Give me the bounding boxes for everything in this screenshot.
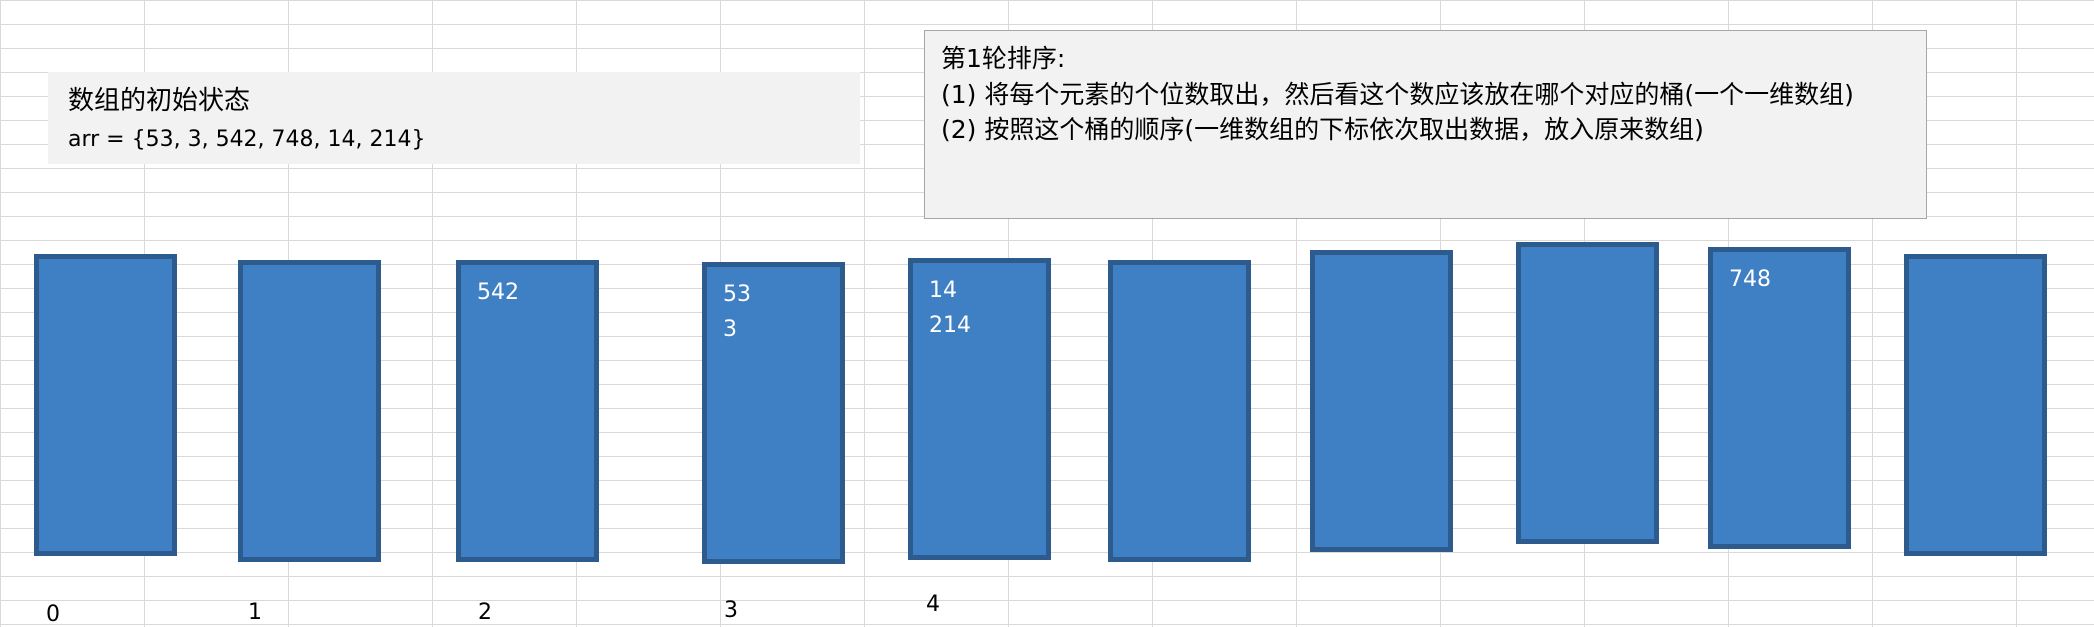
bucket-4: 14 214 [908, 258, 1051, 560]
bucket-5 [1108, 260, 1251, 562]
round-1-step-2: (2) 按照这个桶的顺序(一维数组的下标依次取出数据，放入原来数组) [941, 115, 1704, 144]
bucket-index-0: 0 [46, 602, 60, 627]
bucket-6 [1310, 250, 1453, 552]
round-1-box: 第1轮排序: (1) 将每个元素的个位数取出，然后看这个数应该放在哪个对应的桶(… [924, 30, 1927, 219]
bucket-value: 53 [723, 282, 751, 307]
round-1-title: 第1轮排序: [941, 44, 1066, 73]
bucket-index-2: 2 [478, 600, 492, 625]
initial-array-text: arr = {53, 3, 542, 748, 14, 214} [68, 127, 426, 152]
bucket-index-1: 1 [248, 600, 262, 625]
round-1-step-1: (1) 将每个元素的个位数取出，然后看这个数应该放在哪个对应的桶(一个一维数组) [941, 79, 1854, 109]
bucket-index-3: 3 [724, 598, 738, 623]
bucket-value: 14 [929, 278, 957, 303]
bucket-3: 53 3 [702, 262, 845, 564]
bucket-8: 748 [1708, 247, 1851, 549]
bucket-1 [238, 260, 381, 562]
bucket-0 [34, 254, 177, 556]
bucket-index-4: 4 [926, 592, 940, 617]
bucket-7 [1516, 242, 1659, 544]
bucket-2: 542 [456, 260, 599, 562]
bucket-9 [1904, 254, 2047, 556]
initial-state-title: 数组的初始状态 [68, 86, 251, 116]
bucket-value: 3 [723, 317, 737, 342]
bucket-value: 542 [477, 280, 519, 305]
initial-state-box: 数组的初始状态 arr = {53, 3, 542, 748, 14, 214} [48, 72, 860, 164]
bucket-value: 748 [1729, 267, 1771, 292]
bucket-value: 214 [929, 313, 971, 338]
